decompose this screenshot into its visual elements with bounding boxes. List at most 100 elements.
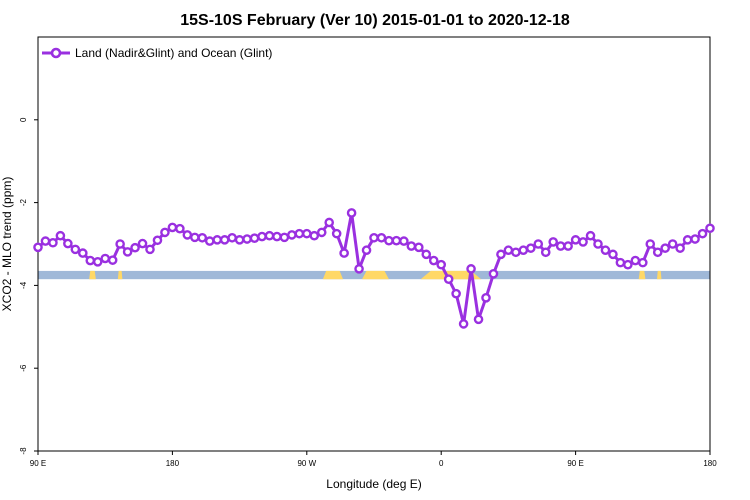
y-axis: 0 -2 -4 -6 -8: [19, 117, 38, 455]
y-tick-label: 0: [19, 117, 28, 122]
surface-band: [38, 270, 710, 280]
land-segment: [322, 270, 344, 280]
series-layer: [33, 208, 715, 329]
data-point: [107, 255, 118, 265]
land-segment: [117, 270, 123, 280]
x-tick-label: 180: [166, 459, 180, 468]
data-point: [391, 235, 402, 246]
data-point: [645, 239, 656, 249]
data-point: [511, 247, 521, 258]
data-point: [555, 241, 566, 251]
x-tick-label: 0: [439, 459, 444, 468]
y-tick-label: -6: [19, 364, 28, 372]
data-point: [526, 243, 536, 253]
data-point: [600, 245, 611, 256]
data-point: [652, 247, 663, 258]
data-point: [481, 293, 491, 303]
data-point: [197, 232, 208, 243]
x-axis-label: Longitude (deg E): [326, 477, 421, 491]
data-point: [339, 248, 349, 258]
data-point: [204, 236, 215, 246]
data-point: [85, 255, 96, 266]
legend: Land (Nadir&Glint) and Ocean (Glint): [42, 46, 272, 60]
data-point: [488, 269, 499, 279]
data-point: [458, 319, 469, 329]
x-tick-label: 90 W: [297, 459, 316, 468]
data-point: [48, 237, 58, 248]
data-point: [309, 230, 320, 241]
land-segment: [362, 270, 389, 280]
data-point: [294, 228, 305, 239]
x-tick-label: 90 E: [30, 459, 46, 468]
data-point: [466, 264, 476, 274]
data-point: [279, 232, 290, 243]
data-point: [406, 241, 417, 251]
data-point: [660, 243, 671, 253]
data-point: [175, 223, 185, 234]
data-point: [518, 245, 529, 256]
data-point: [675, 243, 685, 253]
x-tick-label: 90 E: [567, 459, 583, 468]
data-point: [593, 239, 603, 249]
data-point: [570, 235, 581, 245]
data-point: [257, 231, 267, 242]
land-segment: [89, 270, 96, 280]
data-point: [242, 234, 252, 244]
data-point: [369, 232, 379, 243]
data-point: [638, 257, 648, 268]
data-point: [145, 244, 155, 255]
data-point: [615, 257, 626, 268]
data-point: [234, 235, 245, 245]
x-tick-label: 180: [703, 459, 717, 468]
data-point: [264, 230, 275, 241]
data-point: [160, 227, 170, 238]
data-point: [384, 235, 394, 246]
data-point: [137, 238, 148, 249]
data-point: [540, 247, 551, 258]
data-point: [122, 247, 133, 257]
data-point: [697, 228, 708, 239]
land-segment: [656, 270, 662, 280]
data-point: [354, 264, 364, 274]
data-point: [324, 217, 335, 228]
data-point: [496, 249, 506, 260]
legend-marker-swatch: [50, 47, 62, 59]
data-point: [346, 208, 357, 218]
data-point: [130, 242, 140, 253]
data-point: [563, 241, 573, 251]
data-point: [473, 314, 484, 325]
data-point: [100, 253, 110, 264]
data-point: [78, 248, 88, 258]
data-point: [428, 255, 439, 266]
data-point: [413, 242, 424, 253]
data-point: [316, 227, 327, 238]
data-point: [212, 235, 222, 245]
data-point: [533, 239, 544, 249]
data-point: [70, 244, 81, 255]
data-point: [630, 255, 641, 266]
data-point: [436, 259, 447, 270]
data-point: [167, 222, 178, 233]
data-point: [578, 237, 588, 247]
data-point: [585, 230, 596, 241]
data-point: [301, 228, 312, 239]
land-segment: [638, 270, 646, 280]
data-point: [33, 242, 43, 253]
data-point: [399, 236, 409, 246]
y-tick-label: -2: [19, 198, 28, 206]
data-point: [503, 245, 514, 256]
data-point: [287, 230, 297, 240]
data-point: [152, 235, 163, 246]
data-point: [182, 230, 193, 240]
data-point: [331, 228, 342, 239]
data-point: [421, 249, 432, 260]
data-point: [451, 288, 461, 299]
data-point: [115, 239, 125, 249]
data-point: [55, 230, 66, 241]
data-point: [189, 232, 200, 243]
y-axis-label: XCO2 - MLO trend (ppm): [0, 177, 14, 312]
data-point: [249, 233, 260, 244]
data-point: [63, 238, 73, 249]
data-point: [690, 234, 700, 244]
